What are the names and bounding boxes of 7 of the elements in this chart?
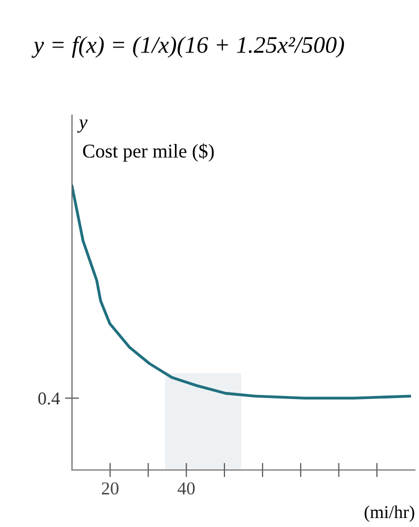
chart-title: y = f(x) = (1/x)(16 + 1.25x²/500) [32,36,344,58]
y-axis-title: Cost per mile ($) [83,143,214,162]
x-axis-title: (mi/hr) [364,506,414,522]
text: 0.4 [38,392,60,405]
x-tick-label: 20 [102,482,118,495]
x-tick-label: 40 [178,482,195,495]
text: y [77,120,88,133]
